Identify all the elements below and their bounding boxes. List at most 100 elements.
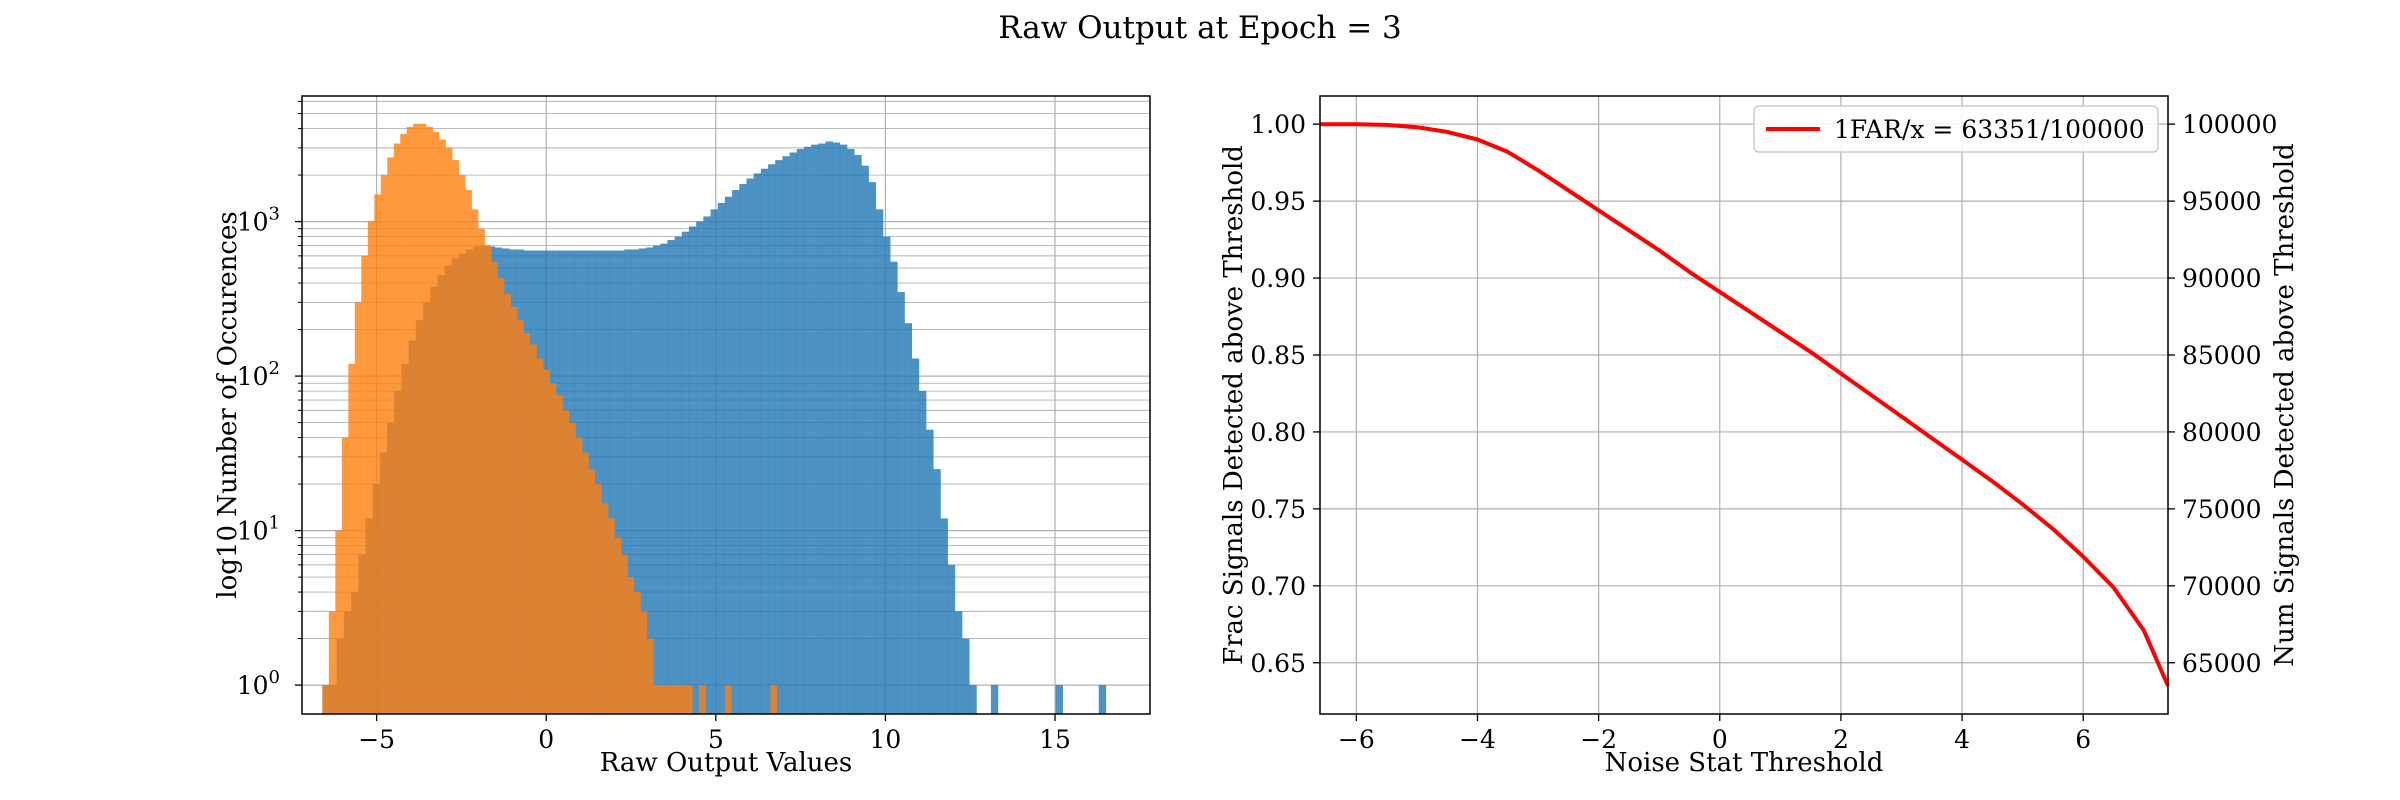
histogram-noise-bar [465, 190, 472, 714]
histogram-noise-bar [348, 363, 356, 714]
histogram-noise-bars [322, 123, 778, 715]
histogram-x-tick-label: 5 [708, 725, 724, 754]
histogram-signal-bar [883, 236, 891, 715]
histogram-noise-bar [601, 503, 609, 714]
histogram-signal-bar [667, 240, 675, 715]
detection-y2-ticks: 65000 70000 75000 80000 85000 90000 95000 10000… [2168, 110, 2277, 678]
histogram-signal-bar [595, 250, 603, 714]
histogram-noise-bar [634, 592, 641, 714]
histogram-signal-bar [818, 143, 826, 714]
histogram-y-tick-label: 101 [237, 513, 280, 546]
histogram-signal-bar [933, 469, 941, 714]
detection-x-tick-label: 4 [1954, 725, 1970, 754]
histogram-signal-bar [724, 196, 733, 714]
histogram-signal-bar [602, 250, 611, 714]
histogram-noise-bar [328, 611, 336, 714]
histogram-noise-bar [627, 577, 635, 714]
histogram-noise-bar [491, 261, 498, 714]
detection-x-ticks: −6 −4 −2 0 2 4 6 [1338, 714, 2091, 754]
histogram-y-axis-label: log10 Number of Occurences [213, 211, 243, 598]
histogram-noise-bar [374, 194, 381, 714]
histogram-noise-bar [562, 410, 570, 714]
histogram-noise-bar [335, 530, 343, 714]
detection-y2-tick-label: 95000 [2182, 187, 2262, 216]
histogram-signal-bar [710, 209, 718, 714]
histogram-signal-bar [789, 152, 797, 714]
histogram-x-tick-label: 10 [870, 725, 902, 754]
histogram-signal-bar [962, 638, 970, 714]
histogram-noise-bar [770, 685, 778, 714]
detection-y-tick-label: 0.75 [1250, 495, 1306, 524]
histogram-signal-bar [954, 611, 963, 714]
detection-y2-tick-label: 100000 [2182, 110, 2277, 139]
histogram-signal-bar [1055, 685, 1063, 714]
histogram-signal-bar [868, 182, 877, 714]
histogram-signal-bar [739, 184, 747, 715]
histogram-signal-bar [653, 245, 661, 714]
detection-y-tick-label: 1.00 [1250, 110, 1306, 139]
histogram-signal-bar [617, 250, 625, 714]
histogram-noise-bar [380, 175, 388, 714]
histogram-noise-bar [445, 147, 453, 714]
detection-x-tick-label: −6 [1338, 725, 1375, 754]
histogram-noise-bar [549, 383, 557, 714]
histogram-signal-bar [904, 323, 913, 714]
histogram-signal-bar [940, 518, 948, 714]
histogram-signal-bar [875, 209, 884, 714]
histogram-noise-bar [497, 278, 505, 714]
histogram-noise-bar [556, 395, 563, 714]
histogram-noise-bar [400, 133, 407, 714]
histogram-signal-bar [919, 391, 927, 714]
histogram-signal-bar [1098, 685, 1107, 714]
histogram-noise-bar [523, 333, 531, 714]
histogram-noise-bar [588, 469, 596, 714]
histogram-noise-bar [608, 518, 615, 714]
histogram-signal-bar [811, 144, 819, 714]
histogram-noise-bar [452, 160, 459, 714]
histogram-signal-bar [861, 165, 869, 715]
histogram-noise-bar [354, 302, 362, 714]
histogram-noise-bar [569, 422, 576, 714]
detection-y2-tick-label: 90000 [2182, 264, 2262, 293]
histogram-signal-bar [696, 221, 704, 715]
histogram-noise-bar [341, 437, 349, 714]
histogram-signal-bar [681, 231, 690, 715]
histogram-signal-bar [890, 261, 898, 714]
detection-y-tick-label: 0.80 [1250, 418, 1306, 447]
histogram-noise-bar [361, 255, 369, 715]
histogram-noise-bar [653, 685, 661, 714]
histogram-signal-bar [631, 249, 639, 714]
detection-y-ticks: 0.65 0.70 0.75 0.80 0.85 0.90 0.95 1.00 [1250, 110, 1320, 678]
histogram-signal-bar [825, 141, 833, 714]
histogram-noise-bar [685, 685, 693, 714]
histogram-signal-bar [609, 250, 618, 714]
histogram-noise-bar [510, 307, 518, 714]
histogram-x-ticks: −5 0 5 10 15 [358, 714, 1071, 754]
legend-label: 1FAR/x = 63351/100000 [1834, 115, 2145, 144]
histogram-signal-bar [638, 248, 647, 714]
histogram-signal-bar [803, 146, 812, 715]
histogram-noise-bar [595, 484, 602, 714]
detection-x-tick-label: −2 [1580, 725, 1617, 754]
histogram-noise-bar [660, 685, 667, 714]
histogram-y-tick-label: 103 [237, 204, 280, 237]
histogram-noise-bar [698, 685, 706, 714]
histogram-x-tick-label: −5 [358, 725, 395, 754]
histogram-signal-bar [645, 247, 654, 715]
detection-x-axis-label: Noise Stat Threshold [1605, 748, 1884, 778]
detection-y2-tick-label: 65000 [2182, 649, 2262, 678]
histogram-noise-bar [419, 123, 427, 714]
histogram-x-tick-label: 15 [1039, 725, 1071, 754]
histogram-noise-bar [413, 123, 420, 714]
histogram-signal-bar [969, 685, 977, 714]
histogram-signal-bar [947, 564, 956, 714]
detection-y2-tick-label: 80000 [2182, 418, 2262, 447]
histogram-noise-bar [504, 293, 511, 714]
detection-grid [1320, 96, 2168, 714]
legend-box [1753, 105, 2159, 153]
histogram-signal-bar [674, 236, 682, 715]
histogram-noise-bar [640, 611, 648, 714]
histogram-noise-bar [471, 209, 479, 714]
histogram-noise-bar [530, 344, 537, 714]
histogram-x-tick-label: 0 [538, 725, 554, 754]
